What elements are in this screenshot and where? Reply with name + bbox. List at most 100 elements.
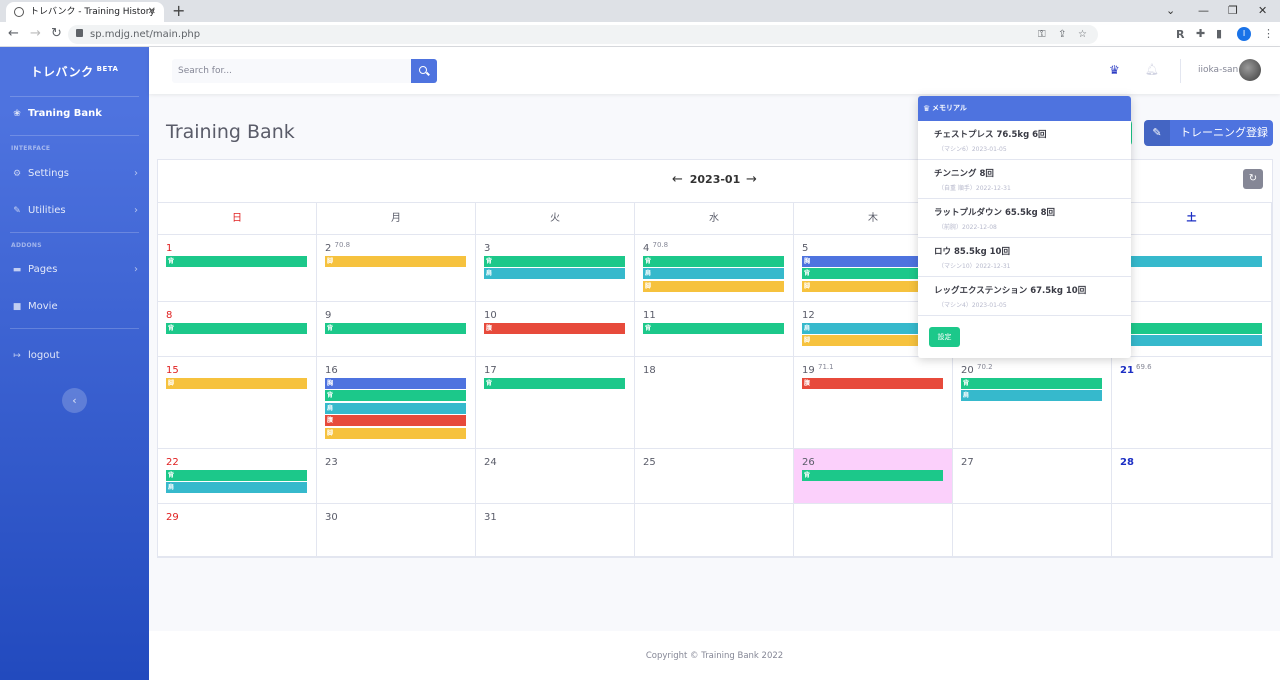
training-event[interactable]: 背 — [166, 256, 307, 267]
training-event[interactable]: 脚 — [643, 280, 784, 292]
training-event[interactable]: 背 — [325, 390, 466, 402]
training-event[interactable]: 背 — [643, 256, 784, 267]
prev-month-button[interactable]: ← — [672, 172, 683, 187]
username[interactable]: iioka-san — [1198, 65, 1239, 75]
training-event[interactable]: 脚 — [325, 256, 466, 267]
memorial-settings-button[interactable]: 設定 — [929, 327, 960, 347]
training-event[interactable]: 脚 — [802, 335, 943, 347]
calendar-day-cell[interactable] — [635, 504, 794, 557]
training-event[interactable]: 肩 — [325, 402, 466, 414]
training-event[interactable]: 背 — [484, 378, 625, 389]
calendar-day-cell[interactable]: 24 — [476, 449, 635, 504]
sidebar-item-utilities[interactable]: ✎ Utilities › — [12, 205, 140, 216]
training-event[interactable]: 背 — [325, 323, 466, 334]
training-event[interactable]: 背 — [802, 470, 943, 481]
training-event[interactable]: 肩 — [166, 482, 307, 494]
puzzle-icon[interactable]: ✚ — [1196, 27, 1206, 40]
refresh-button[interactable]: ↻ — [1243, 169, 1263, 189]
register-training-button[interactable]: ✎ トレーニング登録 — [1144, 120, 1273, 146]
calendar-day-cell[interactable]: 30 — [317, 504, 476, 557]
training-event[interactable]: 肩 — [802, 323, 943, 334]
calendar-day-cell[interactable]: 28 — [1112, 449, 1272, 504]
calendar-day-cell[interactable]: 2 70.8 脚 — [317, 235, 476, 302]
training-event[interactable]: 背 — [166, 470, 307, 481]
reload-icon[interactable]: ↻ — [51, 26, 62, 41]
memorial-item[interactable]: レッグエクステンション 67.5kg 10回 （マシン4）2023-01-05 — [918, 277, 1131, 316]
training-event[interactable]: 胸 — [802, 256, 943, 267]
calendar-day-cell[interactable]: 31 — [476, 504, 635, 557]
calendar-day-cell[interactable]: 23 — [317, 449, 476, 504]
sidebar-item-logout[interactable]: ↦ logout — [12, 350, 140, 361]
training-event[interactable]: 背 — [802, 268, 943, 280]
calendar-day-cell[interactable]: 19 71.1 腹 — [794, 357, 953, 449]
next-month-button[interactable]: → — [746, 172, 757, 187]
sidebar-item-movie[interactable]: ■ Movie — [12, 301, 140, 312]
extension-r-icon[interactable]: R — [1176, 28, 1185, 41]
restore-icon[interactable]: ❐ — [1228, 4, 1238, 17]
key-icon[interactable]: ⚿ — [1038, 29, 1046, 40]
sidebar-item-traning-bank[interactable]: ❀ Traning Bank — [12, 108, 140, 119]
brand[interactable]: トレバンク BETA — [0, 63, 149, 80]
training-event[interactable]: 背 — [643, 323, 784, 334]
new-tab-button[interactable]: + — [172, 1, 186, 20]
calendar-day-cell[interactable]: 4 — [1112, 302, 1272, 357]
share-icon[interactable]: ⇪ — [1058, 29, 1067, 40]
avatar[interactable] — [1239, 59, 1261, 81]
training-event[interactable]: 腹 — [325, 415, 466, 427]
sidebar-item-settings[interactable]: ⚙ Settings › — [12, 168, 140, 179]
search-button[interactable] — [411, 59, 437, 83]
training-event[interactable]: 胸 — [325, 378, 466, 389]
sidebar-item-pages[interactable]: ▬ Pages › — [12, 264, 140, 275]
calendar-day-cell[interactable] — [794, 504, 953, 557]
training-event[interactable]: 脚 — [166, 378, 307, 389]
close-window-icon[interactable]: ✕ — [1258, 4, 1268, 17]
calendar-day-cell[interactable]: 20 70.2 背肩 — [953, 357, 1112, 449]
tab-close-icon[interactable]: ✕ — [147, 6, 156, 17]
training-event[interactable]: 腹 — [484, 323, 625, 334]
training-event[interactable] — [1120, 335, 1262, 347]
menu-kebab-icon[interactable]: ⋮ — [1263, 27, 1274, 40]
calendar-day-cell[interactable]: 17 背 — [476, 357, 635, 449]
training-event[interactable]: 背 — [961, 378, 1102, 389]
calendar-day-cell[interactable]: 26 背 — [794, 449, 953, 504]
memorial-item[interactable]: ロウ 85.5kg 10回 （マシン10）2022-12-31 — [918, 238, 1131, 277]
calendar-day-cell[interactable]: 16 胸背肩腹脚 — [317, 357, 476, 449]
calendar-day-cell[interactable]: 18 — [635, 357, 794, 449]
calendar-day-cell[interactable]: 29 — [158, 504, 317, 557]
calendar-day-cell[interactable]: 11 背 — [635, 302, 794, 357]
calendar-day-cell[interactable]: 22 背肩 — [158, 449, 317, 504]
training-event[interactable]: 腹 — [802, 378, 943, 389]
calendar-day-cell[interactable]: 21 69.6 — [1112, 357, 1272, 449]
memorial-item[interactable]: チェストプレス 76.5kg 6回 （マシン6）2023-01-05 — [918, 121, 1131, 160]
training-event[interactable]: 肩 — [643, 268, 784, 280]
calendar-day-cell[interactable]: 4 70.8 背肩脚 — [635, 235, 794, 302]
memorial-item[interactable]: ラットプルダウン 65.5kg 8回 （前腕）2022-12-08 — [918, 199, 1131, 238]
forward-icon[interactable]: → — [30, 26, 41, 41]
search-input[interactable]: Search for... — [172, 59, 412, 83]
calendar-day-cell[interactable]: 15 脚 — [158, 357, 317, 449]
training-event[interactable]: 脚 — [802, 280, 943, 292]
minimize-icon[interactable]: — — [1198, 4, 1209, 17]
training-event[interactable] — [1120, 323, 1262, 334]
bell-icon[interactable]: 🔔︎ — [1145, 63, 1159, 76]
calendar-day-cell[interactable]: 25 — [635, 449, 794, 504]
training-event[interactable]: 背 — [166, 323, 307, 334]
training-event[interactable]: 脚 — [325, 427, 466, 439]
calendar-day-cell[interactable]: 10 腹 — [476, 302, 635, 357]
sidepanel-icon[interactable]: ▮ — [1216, 27, 1223, 40]
calendar-day-cell[interactable]: 27 — [953, 449, 1112, 504]
url-input[interactable]: sp.mdjg.net/main.php ⚿ ⇪ ☆ — [68, 25, 1098, 44]
profile-avatar[interactable]: I — [1237, 27, 1251, 41]
memorial-item[interactable]: チンニング 8回 （自重 順手）2022-12-31 — [918, 160, 1131, 199]
calendar-day-cell[interactable] — [1112, 504, 1272, 557]
training-event[interactable] — [1120, 256, 1262, 267]
tab-search-icon[interactable]: ⌄ — [1166, 4, 1176, 17]
calendar-day-cell[interactable] — [953, 504, 1112, 557]
training-event[interactable]: 背 — [484, 256, 625, 267]
sidebar-toggle-button[interactable]: ‹ — [62, 388, 87, 413]
calendar-day-cell[interactable]: 3 背肩 — [476, 235, 635, 302]
back-icon[interactable]: ← — [8, 26, 19, 41]
